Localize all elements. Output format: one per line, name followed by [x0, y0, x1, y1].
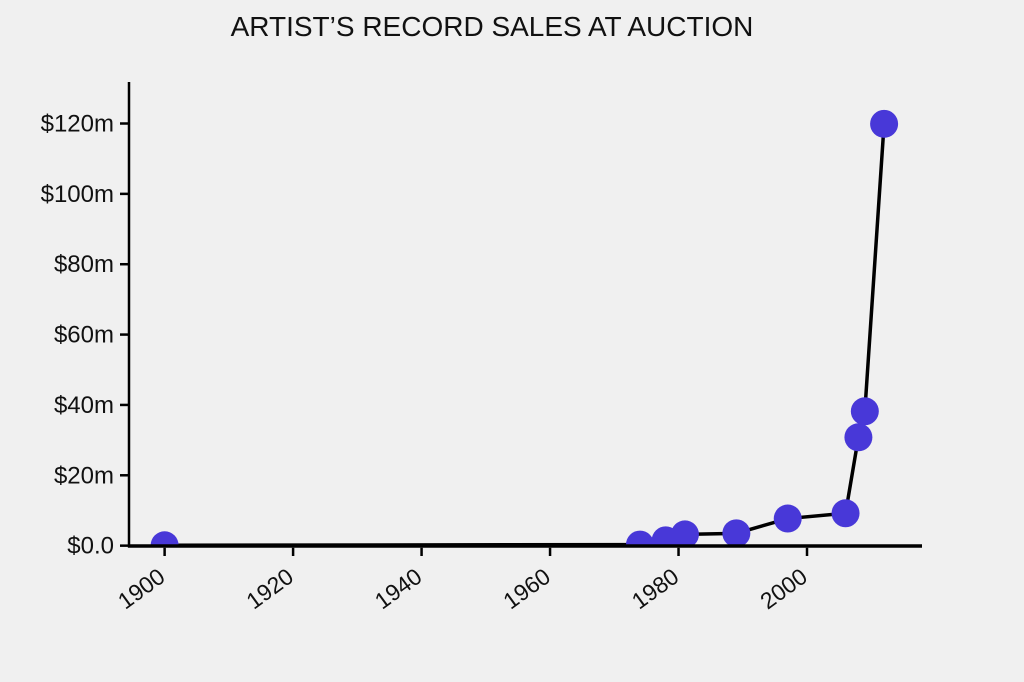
- x-tick-label: 2000: [755, 563, 812, 614]
- data-point: [844, 423, 873, 452]
- x-tick-label: 1940: [370, 563, 427, 614]
- x-tick-label: 1900: [113, 563, 170, 614]
- y-tick-label: $60m: [54, 322, 114, 349]
- y-tick-label: $0.0: [67, 533, 114, 560]
- data-point: [850, 397, 879, 426]
- y-tick-label: $80m: [54, 251, 114, 278]
- data-point: [670, 520, 699, 546]
- x-tick-label: 1960: [498, 563, 555, 614]
- data-point: [870, 109, 899, 138]
- data-point: [722, 519, 751, 546]
- data-point: [150, 531, 179, 546]
- data-point: [773, 504, 802, 533]
- y-tick-label: $100m: [41, 181, 114, 208]
- y-tick-label: $20m: [54, 462, 114, 489]
- chart-title: ARTIST’S RECORD SALES AT AUCTION: [230, 11, 754, 42]
- x-tick-label: 1920: [241, 563, 298, 614]
- data-line: [164, 123, 886, 546]
- data-point: [625, 530, 654, 546]
- data-point: [831, 499, 860, 528]
- data-series-group: [150, 109, 899, 546]
- y-tick-label: $40m: [54, 392, 114, 419]
- x-tick-label: 1980: [627, 563, 684, 614]
- y-tick-label: $120m: [41, 111, 114, 138]
